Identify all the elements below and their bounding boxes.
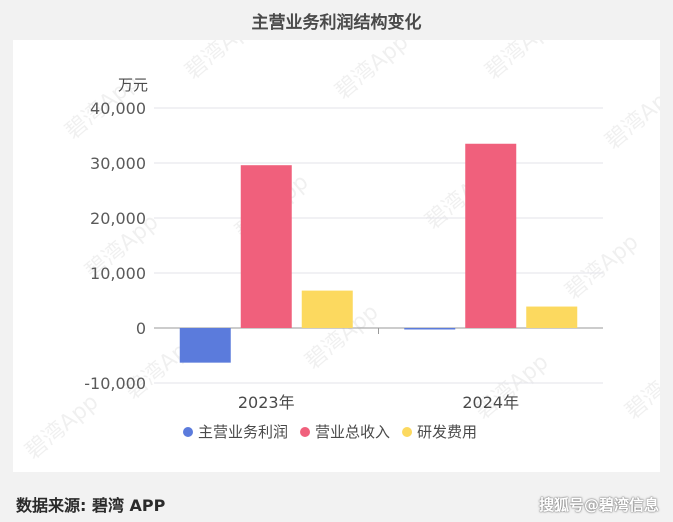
watermark-text: 碧湾App [561, 230, 644, 305]
watermark-text: 碧湾App [331, 40, 414, 105]
y-axis-unit-label: 万元 [118, 76, 148, 94]
y-tick-label: -10,000 [84, 374, 146, 393]
bar [404, 328, 456, 330]
tick-labels: -10,000 0 10,000 20,000 30,000 40,000 万元 2023年 2… [84, 76, 519, 412]
legend-swatch [300, 427, 311, 437]
bar [301, 290, 353, 328]
bar [526, 306, 578, 328]
watermark-text: 碧湾App [21, 390, 104, 465]
chart-title: 主营业务利润结构变化 [251, 13, 422, 33]
y-tick-label: 40,000 [90, 99, 146, 118]
gridlines [154, 107, 603, 384]
watermark-text: 碧湾App [181, 40, 264, 85]
bar [240, 165, 292, 328]
x-tick-label: 2023年 [238, 393, 295, 412]
watermark-text: 碧湾App [601, 80, 660, 155]
bar [179, 328, 231, 363]
credit-label: 搜狐号@碧湾信息 [538, 496, 659, 514]
watermark-text: 碧湾App [481, 40, 564, 85]
chart-panel: 碧湾App 碧湾App 碧湾App 碧湾App 碧湾App 碧湾App 碧湾App 碧湾App… [13, 10, 673, 472]
legend-label: 主营业务利润 [198, 423, 288, 441]
legend-label: 营业总收入 [315, 423, 390, 441]
x-tick-label: 2024年 [462, 393, 519, 412]
watermark-text: 碧湾App [621, 350, 660, 425]
y-tick-label: 10,000 [90, 264, 146, 283]
data-source: 数据来源: 碧湾 APP [16, 496, 166, 515]
legend-swatch [402, 427, 413, 437]
y-tick-label: 30,000 [90, 154, 146, 173]
watermark-text: 碧湾App [471, 350, 554, 425]
y-tick-label: 20,000 [90, 209, 146, 228]
bar [465, 143, 517, 328]
legend: 主营业务利润 营业总收入 研发费用 [183, 423, 477, 441]
legend-swatch [183, 427, 193, 437]
y-tick-label: 0 [136, 319, 146, 338]
legend-label: 研发费用 [417, 423, 477, 441]
bars [179, 143, 578, 363]
